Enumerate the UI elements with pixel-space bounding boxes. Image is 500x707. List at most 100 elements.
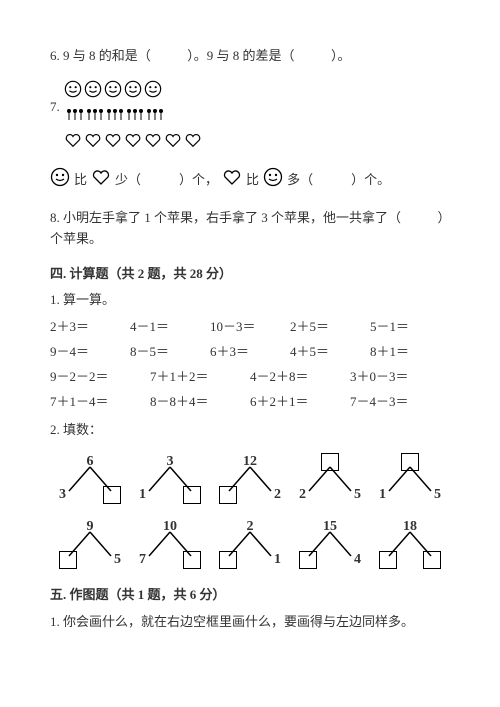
calc-row: 2＋3＝4－1＝10－3＝2＋5＝5－1＝ (50, 317, 450, 338)
bond-value: 5 (114, 552, 121, 567)
answer-box[interactable] (59, 551, 77, 569)
calc-item: 9－4＝ (50, 342, 130, 363)
answer-box[interactable] (219, 551, 237, 569)
q6-text-b: ）。9 与 8 的差是（ (187, 48, 294, 63)
bond-value: 1 (139, 487, 146, 502)
smile-icon (263, 167, 283, 194)
smile-icon (124, 80, 142, 105)
answer-box[interactable] (219, 486, 237, 504)
section-4-title: 四. 计算题（共 2 题，共 28 分） (50, 264, 450, 285)
heart-row (64, 131, 204, 156)
comp-a: 比 (74, 170, 87, 191)
drop-row (66, 108, 204, 129)
calc-item: 7－4－3＝ (350, 392, 450, 413)
dots-icon (66, 110, 84, 125)
calc-item: 7＋1－4＝ (50, 392, 150, 413)
comp-e: 多（ (287, 170, 313, 191)
heart-icon (104, 131, 122, 156)
number-bond: 31 (135, 451, 205, 506)
bond-value: 2 (299, 487, 306, 502)
comp-blank-2[interactable] (317, 170, 347, 191)
heart-icon (164, 131, 182, 156)
calc-item: 9－2－2＝ (50, 367, 150, 388)
calc-item: 8－8＋4＝ (150, 392, 250, 413)
comparison-line: 比 少（ ）个， 比 多（ ）个。 (50, 167, 450, 194)
calc-item: 6＋3＝ (210, 342, 290, 363)
q8-blank[interactable] (404, 208, 434, 229)
comp-d: 比 (246, 170, 259, 191)
dots-icon (126, 110, 144, 125)
heart-icon (64, 131, 82, 156)
q6-blank-1[interactable] (154, 46, 184, 67)
question-7: 7. 比 少（ ）个， 比 多（ ）个。 (50, 77, 450, 194)
answer-box[interactable] (103, 486, 121, 504)
dots-icon (106, 110, 124, 125)
number-bond: 25 (295, 451, 365, 506)
smile-icon (84, 80, 102, 105)
calc-item: 8－5＝ (130, 342, 210, 363)
calc-row: 9－4＝8－5＝6＋3＝4＋5＝8＋1＝ (50, 342, 450, 363)
calc-item: 4＋5＝ (290, 342, 370, 363)
calc-item: 7＋1＋2＝ (150, 367, 250, 388)
number-bond: 63 (55, 451, 125, 506)
sec4-q2-label: 2. 填数： (50, 420, 450, 441)
calc-row: 9－2－2＝7＋1＋2＝4－2＋8＝3＋0－3＝ (50, 367, 450, 388)
comp-b: 少（ (115, 170, 141, 191)
question-8: 8. 小明左手拿了 1 个苹果，右手拿了 3 个苹果，他一共拿了（ ）个苹果。 (50, 208, 450, 250)
calc-item: 2＋5＝ (290, 317, 370, 338)
number-bond: 95 (55, 516, 125, 571)
q8-text-a: 8. 小明左手拿了 1 个苹果，右手拿了 3 个苹果，他一共拿了（ (50, 210, 401, 225)
bond-value: 4 (354, 552, 361, 567)
bond-row-1: 63311222515 (50, 451, 450, 506)
heart-icon (124, 131, 142, 156)
bond-value: 5 (354, 487, 361, 502)
q6-blank-2[interactable] (298, 46, 328, 67)
number-bond: 107 (135, 516, 205, 571)
sec5-q1: 1. 你会画什么，就在右边空框里画什么，要画得与左边同样多。 (50, 612, 450, 633)
q6-text-c: ）。 (331, 48, 351, 63)
calc-item: 2＋3＝ (50, 317, 130, 338)
comp-c: ）个， (179, 170, 218, 191)
number-bond: 18 (375, 516, 445, 571)
bond-value: 1 (379, 487, 386, 502)
answer-box[interactable] (299, 551, 317, 569)
smile-icon (144, 80, 162, 105)
smile-icon (64, 80, 82, 105)
calc-item: 4－2＋8＝ (250, 367, 350, 388)
sec4-q1-label: 1. 算一算。 (50, 290, 450, 311)
calc-item: 5－1＝ (370, 317, 450, 338)
bond-value: 2 (274, 487, 281, 502)
comp-f: ）个。 (351, 170, 390, 191)
answer-box[interactable] (183, 551, 201, 569)
bond-value: 5 (434, 487, 441, 502)
bond-value: 3 (59, 487, 66, 502)
calc-item: 8＋1＝ (370, 342, 450, 363)
calc-item: 4－1＝ (130, 317, 210, 338)
calc-item: 3＋0－3＝ (350, 367, 450, 388)
q6-text-a: 6. 9 与 8 的和是（ (50, 48, 151, 63)
number-bond: 15 (375, 451, 445, 506)
q7-label: 7. (50, 97, 60, 118)
section-5-title: 五. 作图题（共 1 题，共 6 分） (50, 585, 450, 606)
calc-rows-4col: 9－2－2＝7＋1＋2＝4－2＋8＝3＋0－3＝ 7＋1－4＝8－8＋4＝6＋2＋… (50, 367, 450, 413)
bond-value: 1 (274, 552, 281, 567)
number-bond: 122 (215, 451, 285, 506)
calc-row: 7＋1－4＝8－8＋4＝6＋2＋1＝7－4－3＝ (50, 392, 450, 413)
heart-icon (84, 131, 102, 156)
heart-icon (91, 167, 111, 194)
smile-row (64, 80, 204, 105)
calc-item: 10－3＝ (210, 317, 290, 338)
answer-box[interactable] (379, 551, 397, 569)
question-6: 6. 9 与 8 的和是（ ）。9 与 8 的差是（ ）。 (50, 46, 450, 67)
answer-box[interactable] (423, 551, 441, 569)
number-bond: 21 (215, 516, 285, 571)
answer-box[interactable] (183, 486, 201, 504)
bond-row-2: 951072115418 (50, 516, 450, 571)
number-bond: 154 (295, 516, 365, 571)
dots-icon (86, 110, 104, 125)
smile-icon (50, 167, 70, 194)
calc-item: 6＋2＋1＝ (250, 392, 350, 413)
heart-icon (184, 131, 202, 156)
heart-icon (222, 167, 242, 194)
comp-blank-1[interactable] (145, 170, 175, 191)
